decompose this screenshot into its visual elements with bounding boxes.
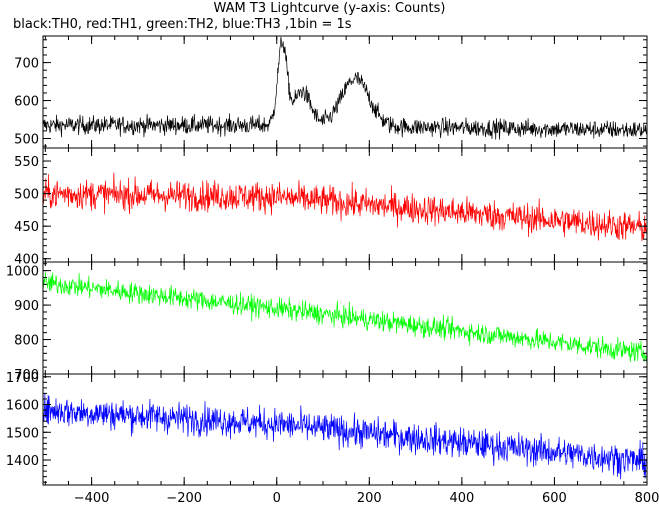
series-th1-line <box>43 172 647 242</box>
x-tick-label: 200 <box>357 491 382 505</box>
series-th2-line <box>43 272 647 367</box>
chart-subtitle: black:TH0, red:TH1, green:TH2, blue:TH3 … <box>13 17 352 32</box>
y-tick-label: 700 <box>14 368 39 383</box>
x-tick-label: 600 <box>542 491 567 505</box>
panel-th3-frame <box>42 373 648 486</box>
y-tick-label: 800 <box>14 334 39 349</box>
y-tick-label: 1400 <box>6 454 39 469</box>
chart-title: WAM T3 Lightcurve (y-axis: Counts) <box>213 1 446 16</box>
y-tick-label: 1500 <box>6 426 39 441</box>
x-tick-label: 0 <box>273 491 281 505</box>
series-th3-line <box>43 392 647 480</box>
y-tick-label: 1600 <box>6 399 39 414</box>
y-tick-label: 500 <box>14 188 39 203</box>
y-tick-label: 550 <box>14 155 39 170</box>
x-tick-label: 400 <box>449 491 474 505</box>
y-tick-label: 500 <box>14 133 39 148</box>
x-tick-label: −400 <box>74 491 110 505</box>
y-tick-label: 400 <box>14 253 39 268</box>
y-tick-label: 450 <box>14 220 39 235</box>
x-tick-label: −200 <box>166 491 202 505</box>
y-tick-label: 900 <box>14 299 39 314</box>
y-tick-label: 1700 <box>6 371 39 386</box>
x-tick-label: 800 <box>635 491 659 505</box>
y-tick-label: 600 <box>14 95 39 110</box>
y-tick-label: 1000 <box>6 265 39 280</box>
y-tick-label: 700 <box>14 57 39 72</box>
series-th0-line <box>43 36 647 140</box>
